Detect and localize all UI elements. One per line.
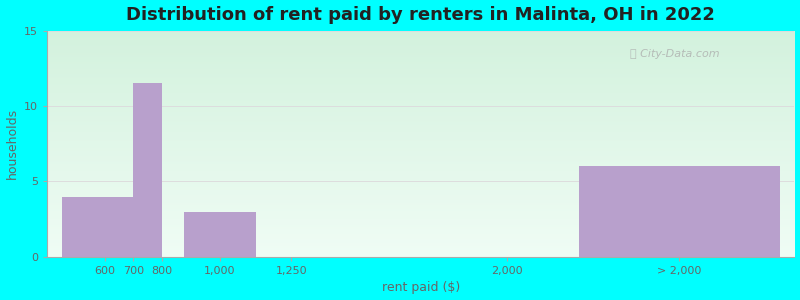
Bar — [62, 196, 134, 257]
X-axis label: rent paid ($): rent paid ($) — [382, 281, 460, 294]
Title: Distribution of rent paid by renters in Malinta, OH in 2022: Distribution of rent paid by renters in … — [126, 6, 715, 24]
Bar — [184, 212, 255, 257]
Y-axis label: households: households — [6, 108, 18, 179]
Bar — [579, 167, 780, 257]
Bar — [134, 83, 162, 257]
Text: ⓘ City-Data.com: ⓘ City-Data.com — [630, 49, 720, 59]
